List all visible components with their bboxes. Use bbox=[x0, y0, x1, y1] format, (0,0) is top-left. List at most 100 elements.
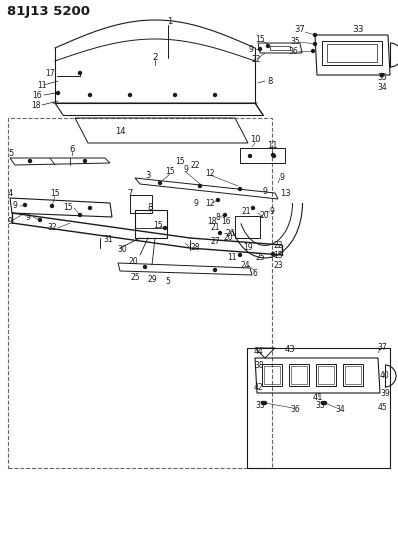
Bar bbox=[262, 364, 282, 386]
Text: 28: 28 bbox=[190, 244, 200, 253]
Circle shape bbox=[51, 205, 53, 207]
Text: 9: 9 bbox=[263, 187, 267, 196]
Text: 5: 5 bbox=[8, 149, 13, 157]
Text: 13: 13 bbox=[280, 189, 290, 198]
Text: 45: 45 bbox=[377, 403, 387, 413]
Bar bbox=[247, 348, 390, 468]
Text: 19: 19 bbox=[243, 244, 253, 253]
Circle shape bbox=[312, 50, 314, 52]
Circle shape bbox=[144, 265, 146, 269]
Circle shape bbox=[248, 155, 252, 157]
Text: 21: 21 bbox=[241, 206, 251, 215]
Text: 44: 44 bbox=[253, 346, 263, 356]
Circle shape bbox=[213, 93, 217, 96]
Text: 22: 22 bbox=[190, 160, 200, 169]
Circle shape bbox=[273, 155, 275, 157]
Bar bbox=[289, 364, 309, 386]
Circle shape bbox=[258, 47, 261, 51]
Text: 32: 32 bbox=[47, 223, 57, 232]
Text: 15: 15 bbox=[63, 203, 73, 212]
Circle shape bbox=[217, 198, 220, 201]
Circle shape bbox=[252, 206, 254, 209]
Circle shape bbox=[174, 93, 176, 96]
Circle shape bbox=[78, 71, 82, 75]
Text: 8: 8 bbox=[147, 204, 153, 213]
Text: 40: 40 bbox=[380, 372, 390, 381]
Text: 9: 9 bbox=[8, 216, 13, 225]
Bar bbox=[135, 210, 167, 238]
Text: 11: 11 bbox=[37, 80, 47, 90]
Text: 7: 7 bbox=[127, 189, 133, 198]
Circle shape bbox=[271, 253, 275, 255]
Text: 35: 35 bbox=[377, 74, 387, 83]
Text: 81J13 5200: 81J13 5200 bbox=[7, 5, 90, 19]
Bar bbox=[343, 364, 363, 386]
Circle shape bbox=[380, 74, 384, 77]
Circle shape bbox=[271, 154, 275, 157]
Circle shape bbox=[219, 231, 222, 235]
Text: 12: 12 bbox=[205, 198, 215, 207]
Text: 37: 37 bbox=[377, 343, 387, 352]
Bar bbox=[322, 41, 382, 65]
Text: 11: 11 bbox=[267, 141, 277, 149]
Text: 29: 29 bbox=[147, 274, 157, 284]
Text: 39: 39 bbox=[380, 389, 390, 398]
Text: 25: 25 bbox=[130, 272, 140, 281]
Text: 26: 26 bbox=[225, 229, 235, 238]
Circle shape bbox=[78, 214, 82, 216]
Circle shape bbox=[84, 159, 86, 163]
Circle shape bbox=[164, 227, 166, 230]
Text: 35: 35 bbox=[255, 401, 265, 410]
Text: 23: 23 bbox=[273, 261, 283, 270]
Circle shape bbox=[224, 214, 226, 216]
Text: 4: 4 bbox=[8, 189, 13, 198]
Bar bbox=[316, 364, 336, 386]
Circle shape bbox=[158, 182, 162, 184]
Text: 16: 16 bbox=[221, 216, 231, 225]
Circle shape bbox=[238, 188, 242, 190]
Bar bbox=[291, 366, 307, 384]
Text: 9: 9 bbox=[13, 201, 18, 211]
Text: 20: 20 bbox=[223, 233, 233, 243]
Circle shape bbox=[238, 254, 242, 256]
Text: 12: 12 bbox=[205, 168, 215, 177]
Circle shape bbox=[23, 204, 27, 206]
Text: 34: 34 bbox=[377, 83, 387, 92]
Text: 9: 9 bbox=[248, 45, 253, 54]
Text: 33: 33 bbox=[352, 26, 364, 35]
Circle shape bbox=[263, 401, 267, 405]
Text: 6: 6 bbox=[253, 269, 258, 278]
Text: 18: 18 bbox=[207, 216, 217, 225]
Text: 8: 8 bbox=[267, 77, 273, 85]
Text: 41: 41 bbox=[313, 393, 323, 402]
Text: 14: 14 bbox=[115, 126, 125, 135]
Text: 15: 15 bbox=[255, 36, 265, 44]
Text: 36: 36 bbox=[290, 405, 300, 414]
Circle shape bbox=[57, 92, 59, 94]
Text: 9: 9 bbox=[25, 213, 30, 222]
Text: 2: 2 bbox=[152, 52, 158, 61]
Text: 38: 38 bbox=[254, 361, 264, 370]
Text: 22: 22 bbox=[273, 240, 283, 249]
Text: 9: 9 bbox=[279, 174, 285, 182]
Circle shape bbox=[199, 184, 201, 188]
Circle shape bbox=[88, 206, 92, 209]
Circle shape bbox=[322, 401, 324, 405]
Text: 24: 24 bbox=[240, 261, 250, 270]
Text: 8: 8 bbox=[216, 213, 220, 222]
Circle shape bbox=[129, 93, 131, 96]
Bar bbox=[264, 366, 280, 384]
Text: 35: 35 bbox=[315, 401, 325, 410]
Text: 25: 25 bbox=[255, 254, 265, 262]
Bar bbox=[327, 44, 377, 62]
Text: 22: 22 bbox=[252, 54, 261, 63]
Circle shape bbox=[324, 401, 326, 405]
Text: 20: 20 bbox=[128, 256, 138, 265]
Text: 34: 34 bbox=[335, 405, 345, 414]
Text: 11: 11 bbox=[227, 254, 237, 262]
Text: 15: 15 bbox=[273, 251, 283, 260]
Text: 18: 18 bbox=[31, 101, 41, 109]
Circle shape bbox=[39, 219, 41, 222]
Bar bbox=[318, 366, 334, 384]
Text: 43: 43 bbox=[285, 345, 295, 354]
